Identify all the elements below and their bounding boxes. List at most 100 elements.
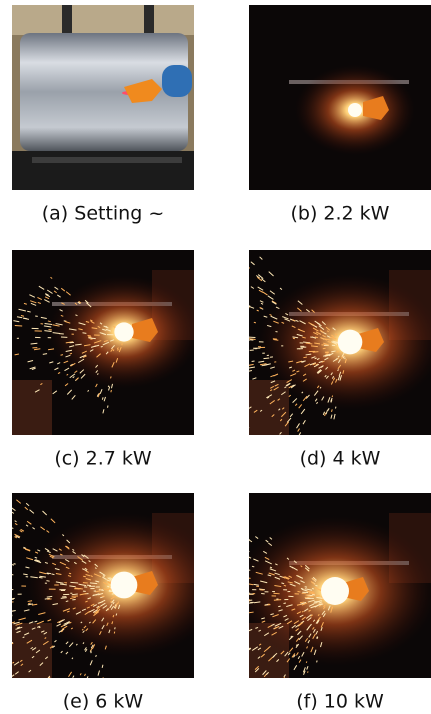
spark (2, 554, 7, 555)
spark (28, 601, 32, 602)
spark (317, 661, 318, 663)
spark (224, 292, 229, 294)
hot-spot (348, 103, 362, 117)
spark (87, 585, 91, 586)
spark (332, 409, 333, 411)
spark (228, 556, 232, 557)
spark (238, 564, 243, 566)
spark (230, 529, 234, 532)
spark (210, 551, 214, 553)
spark (217, 683, 219, 685)
spark (206, 687, 211, 691)
block (12, 380, 52, 435)
spark (237, 324, 244, 325)
caption: (b) 2.2 kW (291, 203, 390, 225)
spark (244, 667, 247, 669)
spark (246, 651, 248, 652)
spark (0, 660, 4, 663)
spark (108, 405, 109, 407)
spark (237, 510, 241, 514)
spark (284, 585, 286, 586)
spark (312, 594, 315, 595)
spark (306, 595, 310, 596)
photo (0, 493, 222, 710)
spark (230, 630, 237, 633)
bracket (144, 5, 154, 35)
spark (233, 511, 237, 514)
spark (83, 576, 86, 577)
spark (203, 568, 210, 570)
spark (235, 370, 239, 371)
spark (99, 589, 101, 590)
spark (247, 578, 250, 579)
spark (302, 611, 304, 612)
spark (283, 679, 284, 681)
spark (303, 357, 307, 358)
spark (315, 437, 317, 441)
spark (314, 603, 318, 604)
spark (237, 290, 240, 292)
spark (111, 376, 112, 378)
spark (102, 677, 103, 682)
spark (239, 659, 241, 660)
spark (218, 563, 221, 564)
spark (222, 362, 229, 363)
hot-spot (114, 322, 133, 341)
spark (315, 585, 317, 586)
spark (217, 550, 224, 553)
spark (75, 588, 80, 589)
spark (199, 550, 203, 551)
figure: (a) Setting ~(b) 2.2 kW(c) 2.7 kW(d) 4 k… (0, 0, 431, 710)
spark (299, 679, 301, 684)
spark (234, 290, 237, 292)
spark (226, 660, 229, 662)
spark (0, 565, 7, 566)
block (12, 623, 52, 678)
caption: (f) 10 kW (296, 691, 384, 711)
spark (242, 546, 246, 548)
spark (235, 322, 242, 324)
spark (219, 650, 224, 653)
spark (232, 583, 237, 584)
spark (232, 383, 236, 384)
spark (219, 580, 222, 581)
spark (101, 590, 104, 591)
spark (223, 671, 227, 674)
spark (241, 524, 244, 526)
spark (39, 627, 41, 628)
spark (70, 680, 73, 685)
spark (5, 615, 12, 617)
spark (96, 655, 97, 657)
spark (316, 596, 320, 597)
spark (21, 316, 24, 317)
spark (254, 322, 256, 323)
spark (292, 686, 294, 689)
spark (221, 629, 224, 630)
spark (217, 586, 221, 587)
spark (236, 682, 239, 685)
spark (210, 677, 214, 680)
hose (162, 65, 192, 97)
spark (231, 588, 238, 589)
photo (12, 5, 194, 190)
spark (240, 377, 243, 378)
spark (326, 352, 329, 353)
spark (311, 346, 318, 347)
spark (238, 279, 242, 282)
spark (0, 569, 1, 570)
spark (234, 648, 239, 651)
spark (218, 529, 220, 530)
spark (265, 604, 268, 605)
spark (232, 518, 234, 519)
hot-spot (338, 330, 363, 355)
spark (244, 550, 248, 552)
spark (238, 613, 245, 614)
spark (284, 704, 286, 707)
spark (193, 572, 201, 573)
spark (323, 348, 326, 349)
spark (303, 680, 304, 683)
spark (242, 326, 249, 327)
spark (210, 561, 214, 562)
spark (0, 640, 3, 642)
spark (111, 390, 112, 392)
